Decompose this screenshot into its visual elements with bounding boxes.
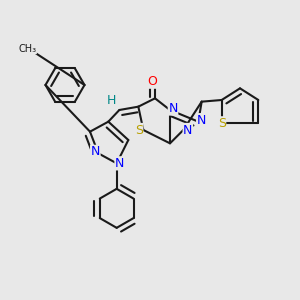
Text: N: N bbox=[91, 145, 100, 158]
Text: N: N bbox=[168, 102, 178, 115]
Text: O: O bbox=[147, 75, 157, 88]
Text: H: H bbox=[107, 94, 116, 107]
Text: N: N bbox=[115, 157, 124, 170]
Text: N: N bbox=[196, 114, 206, 127]
Text: S: S bbox=[135, 124, 143, 136]
Text: S: S bbox=[218, 117, 226, 130]
Text: CH₃: CH₃ bbox=[18, 44, 36, 54]
Text: N: N bbox=[183, 124, 193, 136]
